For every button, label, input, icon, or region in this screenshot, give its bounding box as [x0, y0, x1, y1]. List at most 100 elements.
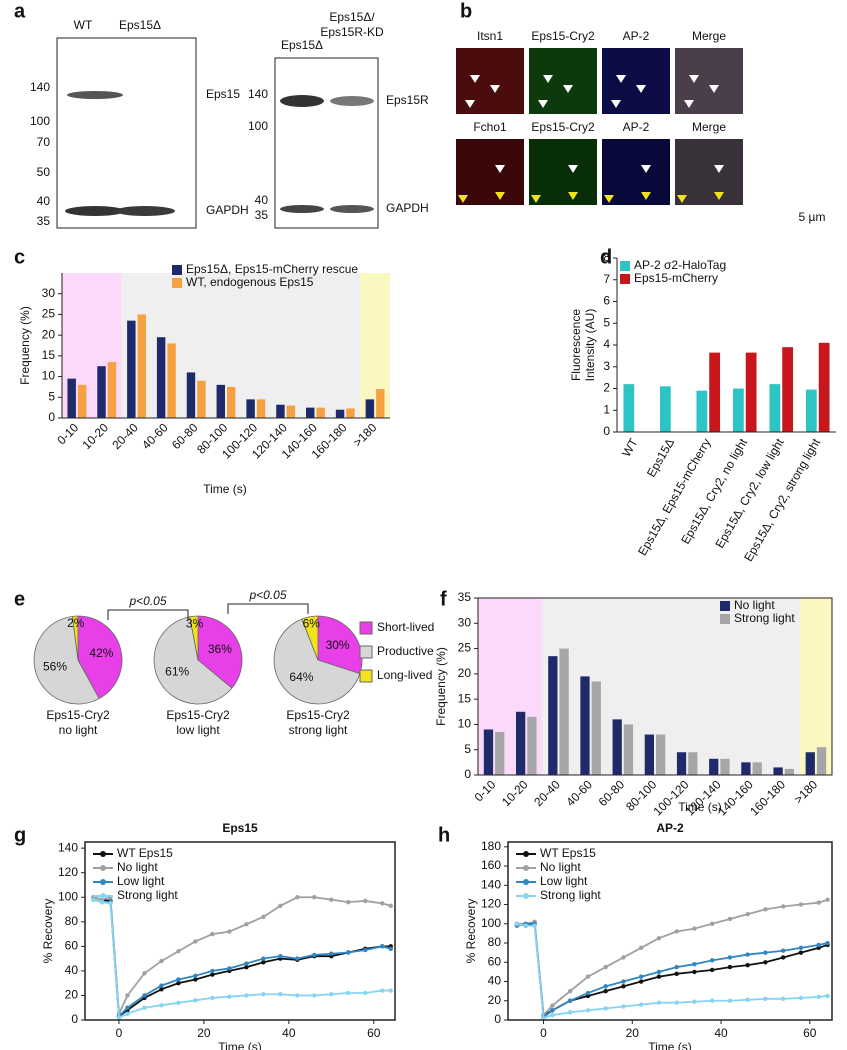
- x-tick-label: 0-10: [54, 420, 81, 447]
- chart-title: AP-2: [656, 821, 684, 835]
- data-point: [295, 993, 300, 998]
- bar: [591, 681, 601, 775]
- legend-swatch: [359, 621, 373, 635]
- bar: [335, 409, 345, 418]
- data-point: [727, 998, 733, 1003]
- frame: [84, 841, 396, 1021]
- x-tick-label: 40: [282, 1026, 296, 1040]
- mw-label: 100: [30, 114, 50, 128]
- bar: [745, 352, 757, 432]
- y-tick-label: 30: [42, 286, 56, 300]
- data-point: [621, 1004, 626, 1009]
- data-point: [159, 958, 164, 964]
- slice-label: 36%: [208, 642, 232, 656]
- data-point: [193, 998, 198, 1003]
- channel-title: Merge: [692, 29, 726, 43]
- bar: [167, 343, 176, 418]
- y-tick-label: 35: [458, 590, 472, 604]
- band-label: Eps15: [206, 87, 240, 101]
- bar: [688, 752, 698, 775]
- bar: [709, 352, 721, 432]
- data-point: [210, 995, 215, 1001]
- x-tick-label: 0-10: [472, 777, 499, 804]
- data-point: [261, 956, 266, 961]
- data-point: [656, 969, 662, 975]
- data-point: [193, 939, 198, 944]
- y-axis-title: Intensity (AU): [583, 309, 597, 382]
- bar: [286, 405, 296, 418]
- data-point: [674, 964, 679, 970]
- bar: [709, 758, 719, 775]
- data-point: [278, 953, 283, 959]
- legend-label: No light: [540, 860, 581, 874]
- data-point: [125, 1011, 130, 1017]
- x-tick-label: 40-60: [563, 777, 595, 809]
- y-tick-label: 60: [65, 939, 79, 953]
- legend-label: AP-2 σ2-HaloTag: [634, 258, 726, 272]
- bar: [483, 729, 494, 775]
- pie-slice: [33, 615, 100, 705]
- frame: [507, 841, 833, 1021]
- x-tick-label: >180: [350, 420, 379, 449]
- panel-label: d: [600, 246, 612, 268]
- panel-label: e: [14, 588, 25, 610]
- x-tick-label: 40: [714, 1026, 728, 1040]
- data-point: [638, 1002, 644, 1007]
- legend-swatch: [172, 278, 182, 288]
- data-point: [585, 990, 591, 996]
- x-tick-label: Eps15Δ, Cry2, no light: [678, 436, 750, 547]
- x-tick-label: 20: [197, 1026, 211, 1040]
- data-point: [244, 993, 249, 998]
- data-point: [244, 965, 249, 970]
- y-axis-title: Frequency (%): [434, 647, 448, 726]
- channel-title: AP-2: [623, 29, 650, 43]
- data-point: [763, 950, 768, 955]
- data-point: [692, 961, 697, 967]
- bar: [696, 390, 708, 432]
- bar: [97, 366, 106, 418]
- y-tick-label: 5: [603, 315, 610, 329]
- data-point: [363, 990, 368, 996]
- data-point: [550, 1008, 555, 1013]
- data-point: [798, 902, 804, 907]
- legend-swatch: [359, 669, 373, 683]
- legend-dot: [100, 851, 106, 857]
- band-label: GAPDH: [206, 203, 249, 217]
- bar: [256, 399, 266, 418]
- blot-band: [280, 205, 324, 213]
- data-point: [780, 996, 786, 1002]
- data-point: [278, 992, 283, 997]
- channel-title: Merge: [692, 120, 726, 134]
- bar: [752, 762, 762, 775]
- legend-label: WT, endogenous Eps15: [186, 275, 314, 289]
- slice-label: 2%: [67, 616, 85, 630]
- series-line: [93, 898, 392, 1019]
- slice-label: 42%: [89, 646, 113, 660]
- x-tick-label: 40-60: [139, 420, 171, 452]
- microscopy-tiles: [456, 48, 830, 207]
- data-point: [363, 898, 368, 904]
- data-point: [621, 979, 626, 984]
- slice-label: 3%: [186, 616, 204, 630]
- data-point: [825, 940, 830, 946]
- y-tick-label: 0: [71, 1012, 78, 1026]
- panel-label: g: [14, 824, 26, 846]
- bar: [77, 384, 87, 418]
- legend-swatch: [359, 645, 373, 659]
- data-point: [261, 960, 266, 965]
- legend-swatch: [720, 614, 730, 624]
- legend-label: Short-lived: [377, 620, 434, 634]
- bar: [316, 407, 325, 418]
- blot-frame: [56, 37, 197, 229]
- data-point: [116, 1015, 122, 1020]
- data-point: [159, 1003, 164, 1008]
- pie-slice: [72, 615, 79, 661]
- x-tick-label: 160-180: [747, 777, 788, 818]
- data-point: [91, 897, 96, 902]
- series-line: [93, 896, 391, 1018]
- significance-label: p<0.05: [248, 588, 286, 602]
- data-point: [585, 974, 591, 979]
- data-point: [388, 946, 393, 951]
- panel-label: c: [14, 246, 25, 268]
- pie-slice: [273, 618, 361, 705]
